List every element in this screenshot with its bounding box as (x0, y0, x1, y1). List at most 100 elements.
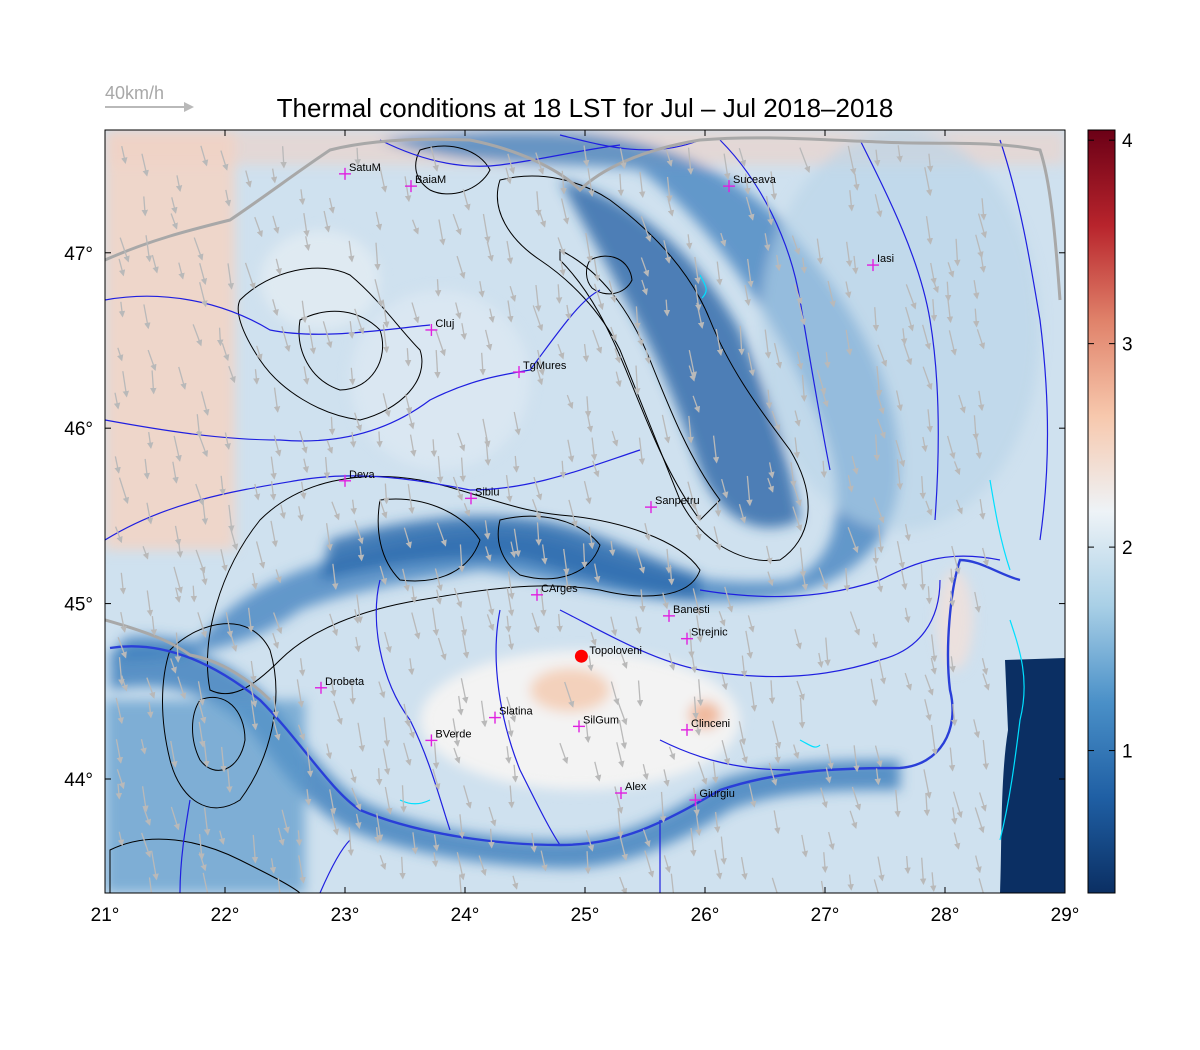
wind-arrow (721, 673, 728, 691)
wind-arrow (269, 481, 277, 501)
wind-arrow (178, 262, 185, 280)
wind-arrow (281, 809, 290, 834)
wind-arrow (432, 834, 440, 852)
wind-arrow (930, 299, 938, 322)
wind-arrow (872, 307, 880, 332)
wind-arrow (436, 522, 447, 547)
city-deva: Deva (339, 469, 376, 487)
wind-arrow (273, 435, 282, 457)
wind-arrow (715, 328, 724, 356)
wind-arrow (349, 680, 356, 705)
wind-arrow (224, 432, 231, 451)
wind-arrow (270, 456, 277, 480)
wind-arrow (198, 721, 206, 748)
wind-arrow (511, 764, 519, 783)
wind-arrow (376, 813, 384, 842)
wind-arrow (505, 475, 513, 503)
wind-arrow (972, 308, 980, 328)
wind-arrow (147, 349, 157, 371)
wind-arrow (452, 213, 462, 236)
wind-arrow (173, 435, 182, 462)
wind-arrow (845, 281, 852, 299)
wind-arrow (747, 352, 756, 377)
wind-arrow (174, 632, 182, 663)
wind-arrow (583, 480, 592, 505)
wind-arrow (349, 367, 356, 386)
wind-scale-label: 40km/h (105, 83, 164, 103)
wind-arrow (666, 176, 673, 202)
city-label: Deva (349, 469, 376, 481)
wind-arrow (875, 366, 883, 397)
danube-river (109, 558, 1021, 847)
city-label: Iasi (877, 253, 894, 265)
wind-arrow (665, 548, 672, 574)
wind-arrow (796, 351, 804, 370)
city-tgmures: TgMures (513, 360, 567, 379)
wind-arrow (584, 396, 592, 418)
wind-arrow (692, 588, 702, 616)
wind-arrow (174, 587, 182, 603)
wind-arrow (272, 632, 280, 649)
wind-arrow (534, 284, 542, 313)
wind-arrow (269, 858, 277, 874)
city-label: Sanpetru (655, 495, 700, 507)
wind-arrow (275, 258, 282, 275)
wind-arrow (946, 298, 954, 324)
latitude-ticks: 44° 45° 46° 47° (64, 244, 1065, 791)
wind-arrow (713, 526, 722, 551)
wind-arrow (195, 483, 205, 506)
wind-arrow (896, 459, 903, 490)
city-markers: SatuM BaiaM Suceava Iasi Cluj TgMures Deva Sibi… (315, 162, 894, 807)
wind-arrow (478, 855, 487, 876)
lon-tick-label: 25° (571, 905, 600, 926)
wind-arrow (712, 761, 719, 784)
wind-arrow (611, 430, 619, 447)
wind-arrow (952, 791, 963, 819)
wind-arrow (792, 483, 802, 507)
highlight-site: Topoloveni (574, 645, 642, 663)
wind-arrow (354, 520, 364, 545)
wind-arrow (277, 877, 281, 893)
wind-arrow (197, 681, 205, 706)
wind-arrow (636, 680, 644, 707)
wind-arrow (170, 658, 177, 674)
wind-arrow (982, 673, 990, 691)
wind-arrow (639, 589, 646, 613)
wind-arrow (668, 652, 676, 671)
wind-arrow (644, 349, 652, 365)
wind-arrow (849, 810, 858, 830)
wind-arrow (663, 299, 671, 317)
wind-arrow (404, 393, 413, 415)
wind-arrow (302, 458, 309, 474)
wind-arrow (877, 856, 885, 882)
wind-arrow (508, 785, 515, 809)
wind-arrow (458, 544, 465, 573)
wind-arrow (479, 352, 486, 376)
wind-arrow (221, 342, 230, 362)
wind-arrow (662, 592, 669, 610)
wind-arrow (200, 391, 210, 416)
wind-arrow (924, 699, 932, 722)
wind-arrow (219, 475, 226, 496)
wind-arrow (202, 872, 209, 893)
wind-arrow (538, 210, 547, 228)
wind-arrow (121, 146, 128, 165)
wind-arrow (273, 612, 283, 635)
wind-arrow (351, 787, 362, 811)
wind-arrow (560, 198, 570, 225)
wind-arrow (507, 571, 515, 600)
wind-arrow (764, 329, 772, 359)
wind-arrow (374, 279, 384, 308)
wind-arrow (201, 565, 208, 586)
wind-arrow (610, 326, 617, 342)
wind-arrow (688, 365, 696, 382)
wind-arrow (794, 629, 802, 650)
wind-arrow (118, 258, 126, 277)
national-border (105, 136, 1062, 301)
wind-arrow (977, 213, 987, 239)
wind-arrow (379, 166, 388, 193)
wind-arrow (874, 194, 883, 218)
wind-arrow (587, 168, 595, 197)
wind-arrow (564, 681, 575, 708)
wind-arrow (379, 565, 388, 585)
